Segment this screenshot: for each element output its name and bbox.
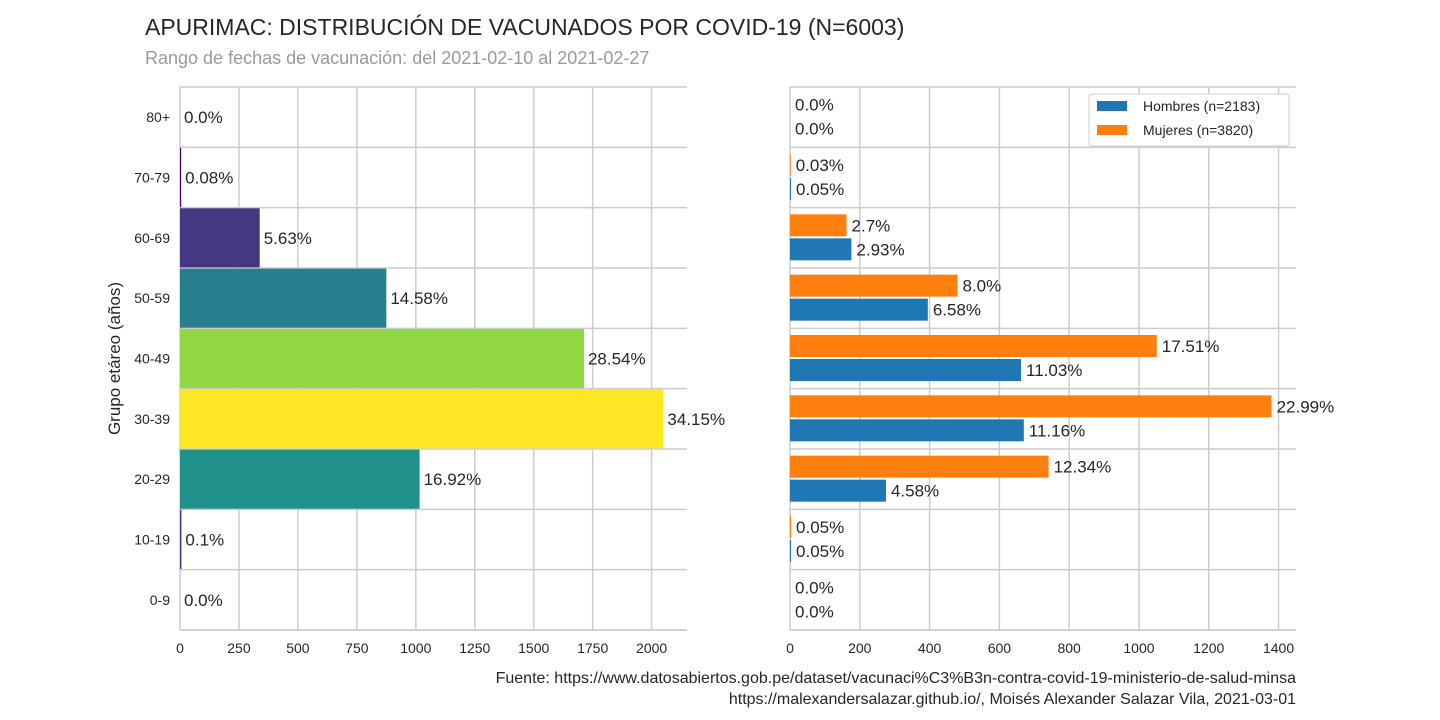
legend: Hombres (n=2183) Mujeres (n=3820) bbox=[1088, 93, 1290, 147]
x-tick-label: 0 bbox=[786, 640, 794, 656]
y-tick-label-40-49: 40-49 bbox=[134, 351, 170, 367]
bar-label-40-49: 28.54% bbox=[588, 350, 646, 369]
legend-label-hombres: Hombres (n=2183) bbox=[1143, 98, 1260, 114]
bar-label-hombres-70-79: 0.05% bbox=[796, 180, 844, 199]
y-tick-label-30-39: 30-39 bbox=[134, 411, 170, 427]
bar-label-20-29: 16.92% bbox=[424, 470, 482, 489]
legend-box bbox=[1088, 93, 1290, 147]
bar-label-80+: 0.0% bbox=[184, 108, 223, 127]
bar-label-mujeres-60-69: 2.7% bbox=[852, 216, 891, 235]
bar-50-59 bbox=[180, 268, 387, 328]
bar-mujeres-10-19 bbox=[790, 516, 792, 538]
bar-label-hombres-10-19: 0.05% bbox=[796, 542, 844, 561]
legend-label-mujeres: Mujeres (n=3820) bbox=[1143, 122, 1253, 138]
bar-label-hombres-80+: 0.0% bbox=[795, 120, 834, 139]
bar-label-10-19: 0.1% bbox=[185, 531, 224, 550]
bar-label-70-79: 0.08% bbox=[185, 169, 233, 188]
x-tick-label: 600 bbox=[988, 640, 1012, 656]
bar-label-hombres-60-69: 2.93% bbox=[856, 240, 904, 259]
bar-label-mujeres-40-49: 17.51% bbox=[1162, 337, 1220, 356]
x-tick-label: 500 bbox=[286, 640, 310, 656]
bar-label-0-9: 0.0% bbox=[184, 591, 223, 610]
x-tick-label: 750 bbox=[345, 640, 369, 656]
legend-swatch-hombres bbox=[1097, 101, 1127, 111]
bar-hombres-50-59 bbox=[790, 298, 928, 321]
y-tick-label-70-79: 70-79 bbox=[134, 170, 170, 186]
x-tick-label: 1500 bbox=[518, 640, 549, 656]
chart-subtitle: Rango de fechas de vacunación: del 2021-… bbox=[145, 48, 650, 68]
bar-label-hombres-50-59: 6.58% bbox=[933, 301, 981, 320]
bar-label-mujeres-0-9: 0.0% bbox=[795, 578, 834, 597]
x-tick-label: 400 bbox=[918, 640, 942, 656]
bar-mujeres-60-69 bbox=[790, 214, 847, 237]
y-tick-label-60-69: 60-69 bbox=[134, 230, 170, 246]
x-tick-label: 1250 bbox=[459, 640, 490, 656]
legend-swatch-mujeres bbox=[1097, 125, 1127, 135]
x-tick-label: 2000 bbox=[636, 640, 667, 656]
y-tick-label-0-9: 0-9 bbox=[150, 592, 170, 608]
bar-70-79 bbox=[180, 147, 182, 208]
bar-hombres-70-79 bbox=[790, 178, 792, 200]
bar-label-mujeres-30-39: 22.99% bbox=[1277, 397, 1335, 416]
bar-label-hombres-20-29: 4.58% bbox=[891, 482, 939, 501]
bar-label-mujeres-10-19: 0.05% bbox=[796, 518, 844, 537]
bar-20-29 bbox=[180, 449, 420, 509]
y-tick-label-10-19: 10-19 bbox=[134, 532, 170, 548]
bar-40-49 bbox=[180, 328, 584, 389]
source-line-2: https://malexandersalazar.github.io/, Mo… bbox=[728, 691, 1296, 708]
x-tick-label: 1000 bbox=[1123, 640, 1154, 656]
source-note: Fuente: https://www.datosabiertos.gob.pe… bbox=[496, 668, 1296, 710]
x-tick-label: 800 bbox=[1057, 640, 1081, 656]
source-line-1: Fuente: https://www.datosabiertos.gob.pe… bbox=[495, 670, 1296, 687]
x-tick-label: 1750 bbox=[577, 640, 608, 656]
x-tick-label: 0 bbox=[176, 640, 184, 656]
y-tick-label-50-59: 50-59 bbox=[134, 290, 170, 306]
bar-label-30-39: 34.15% bbox=[667, 410, 725, 429]
bar-mujeres-40-49 bbox=[790, 335, 1157, 357]
bar-hombres-60-69 bbox=[790, 238, 852, 261]
y-axis-label: Grupo etáreo (años) bbox=[105, 282, 124, 435]
left-chart-total: 0.0% 0-9 0.1% 10-19 16.92% 20-29 34.15% 30-39 28… bbox=[105, 86, 725, 656]
y-tick-label-80+: 80+ bbox=[146, 109, 170, 125]
bar-label-mujeres-70-79: 0.03% bbox=[796, 156, 844, 175]
bar-mujeres-50-59 bbox=[790, 274, 958, 297]
bar-mujeres-30-39 bbox=[790, 395, 1272, 418]
chart-title: APURIMAC: DISTRIBUCIÓN DE VACUNADOS POR … bbox=[145, 14, 905, 40]
bar-label-hombres-30-39: 11.16% bbox=[1029, 421, 1085, 440]
x-tick-label: 1400 bbox=[1263, 640, 1294, 656]
bar-hombres-20-29 bbox=[790, 479, 886, 502]
bar-hombres-10-19 bbox=[790, 540, 792, 562]
bar-hombres-30-39 bbox=[790, 419, 1024, 442]
bar-60-69 bbox=[180, 208, 260, 268]
bar-label-hombres-0-9: 0.0% bbox=[795, 602, 834, 621]
bar-label-hombres-40-49: 11.03% bbox=[1026, 361, 1082, 380]
bar-hombres-40-49 bbox=[790, 359, 1022, 381]
x-tick-label: 1200 bbox=[1193, 640, 1224, 656]
bar-mujeres-70-79 bbox=[790, 154, 791, 176]
bar-label-mujeres-20-29: 12.34% bbox=[1054, 458, 1112, 477]
bar-label-60-69: 5.63% bbox=[264, 229, 312, 248]
bar-30-39 bbox=[180, 389, 664, 449]
x-tick-label: 200 bbox=[848, 640, 872, 656]
bar-mujeres-20-29 bbox=[790, 455, 1049, 478]
y-tick-label-20-29: 20-29 bbox=[134, 471, 170, 487]
bar-10-19 bbox=[180, 509, 182, 570]
right-chart-by-sex: 0.0% 0.0% 0.05% 0.05% 4.58% 12.34% 11.16% 22.99… bbox=[786, 86, 1335, 656]
bar-label-mujeres-50-59: 8.0% bbox=[963, 277, 1002, 296]
bar-label-mujeres-80+: 0.0% bbox=[795, 96, 834, 115]
x-tick-label: 250 bbox=[227, 640, 251, 656]
bar-label-50-59: 14.58% bbox=[390, 289, 448, 308]
x-tick-label: 1000 bbox=[400, 640, 431, 656]
